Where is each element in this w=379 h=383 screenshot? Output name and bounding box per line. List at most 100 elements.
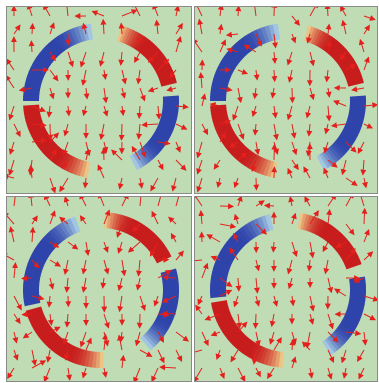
- field-arrow: [134, 331, 141, 347]
- ring-segment-bottom-right-piece: [348, 301, 365, 309]
- field-arrow: [81, 259, 88, 275]
- field-arrow: [79, 215, 87, 225]
- field-arrow: [254, 141, 261, 156]
- field-arrow: [291, 159, 299, 171]
- ring-segment-top-right-piece: [346, 76, 364, 85]
- ring-segment-bottom-left-piece: [33, 321, 50, 334]
- ring-segment-top-left-piece: [30, 63, 47, 75]
- field-arrow: [63, 6, 70, 17]
- field-arrow: [49, 22, 55, 35]
- ring-segment-bottom-left-piece: [51, 337, 65, 354]
- field-arrow: [225, 31, 239, 38]
- field-arrow: [327, 349, 335, 364]
- field-arrow: [137, 177, 144, 189]
- field-arrow: [323, 167, 329, 179]
- ring-segment-top-right-piece: [141, 41, 155, 57]
- field-arrow: [117, 334, 123, 351]
- ring-segment-bottom-left-piece: [87, 351, 94, 368]
- field-arrow: [100, 277, 107, 289]
- ring-segment-bottom-right-piece: [335, 137, 351, 151]
- field-arrow: [291, 15, 300, 26]
- field-arrow: [340, 349, 347, 364]
- field-arrow: [290, 123, 297, 139]
- ring-segment-top-left-piece: [264, 25, 274, 42]
- ring-segment-bottom-right-piece: [162, 285, 179, 290]
- ring-segment-top-left-piece: [226, 237, 242, 252]
- ring-segment-bottom-right-piece: [340, 131, 357, 143]
- field-arrow: [49, 241, 60, 248]
- field-arrow: [219, 39, 227, 53]
- ring-segment-bottom-right-piece: [149, 325, 166, 338]
- field-arrow: [195, 304, 203, 315]
- field-arrow: [226, 47, 239, 54]
- field-arrow: [168, 216, 177, 225]
- ring-segment-top-left-piece: [242, 224, 255, 240]
- field-arrow: [233, 295, 239, 308]
- field-arrow: [65, 105, 72, 117]
- field-arrow: [118, 123, 125, 141]
- field-arrow: [63, 259, 69, 276]
- field-arrow: [215, 349, 222, 360]
- field-arrow: [136, 33, 143, 45]
- field-arrow: [43, 367, 51, 382]
- ring-segment-top-left-piece: [73, 26, 84, 43]
- ring-segment-top-right-piece: [337, 243, 354, 256]
- ring-segment-top-right-piece: [117, 25, 126, 43]
- field-arrow: [139, 295, 146, 311]
- field-arrow: [117, 177, 124, 190]
- ring-segment-top-left-piece: [29, 255, 46, 267]
- field-arrow: [64, 277, 71, 293]
- field-arrow: [121, 9, 138, 17]
- field-arrow: [11, 262, 18, 279]
- field-arrow: [206, 234, 221, 243]
- panel-frame: [194, 6, 378, 194]
- field-arrow: [155, 105, 162, 120]
- ring-segment-bottom-right-piece: [341, 319, 357, 331]
- ring-segment-bottom-right-piece: [160, 302, 178, 311]
- field-arrow: [157, 349, 165, 364]
- field-arrow: [219, 119, 232, 126]
- ring-segment-top-right-piece: [160, 79, 177, 87]
- field-arrow: [13, 123, 21, 138]
- ring-segment-top-right-piece: [331, 234, 346, 248]
- field-arrow: [219, 131, 226, 143]
- field-arrow: [153, 295, 160, 307]
- ring-segment-top-left-piece: [23, 288, 40, 294]
- ring-segment-bottom-left-piece: [222, 134, 238, 148]
- ring-segment-top-left-piece: [66, 217, 78, 235]
- ring-segment-top-left-piece: [54, 35, 68, 52]
- field-arrow: [46, 295, 53, 308]
- ring-segment-bottom-left-piece: [247, 154, 260, 171]
- ring-segment-bottom-left-piece: [269, 350, 278, 367]
- field-arrow: [151, 367, 159, 382]
- field-arrow: [134, 51, 141, 64]
- ring-segment-bottom-left-piece: [25, 306, 43, 316]
- ring-segment-top-right-piece: [329, 231, 343, 247]
- ring-segment-bottom-left-piece: [241, 150, 254, 167]
- ring-segment-bottom-left-piece: [211, 110, 228, 119]
- field-arrow: [141, 121, 159, 128]
- field-arrow: [31, 137, 47, 144]
- field-arrow: [308, 313, 315, 325]
- ring-segment-top-left-piece: [272, 23, 281, 41]
- field-arrow: [80, 69, 87, 86]
- ring-segment-top-right-piece: [305, 215, 314, 232]
- ring-segment-bottom-left-piece: [258, 158, 269, 175]
- panel-bottom-left: [6, 196, 192, 382]
- ring-segment-top-right-piece: [319, 222, 331, 239]
- ring-segment-bottom-right-piece: [339, 321, 356, 334]
- field-arrow: [150, 177, 159, 192]
- ring-segment-top-left-piece: [48, 228, 63, 244]
- ring-segment-bottom-left-piece: [222, 323, 239, 337]
- ring-segment-top-right-piece: [154, 250, 171, 262]
- field-arrow: [341, 19, 347, 35]
- field-arrow: [175, 141, 181, 153]
- ring-segment-top-right-piece: [106, 212, 113, 229]
- field-arrow: [174, 6, 181, 17]
- field-arrow: [290, 33, 297, 44]
- field-arrow: [121, 196, 129, 207]
- vector-field-arrows: [6, 6, 189, 194]
- field-arrow: [157, 58, 170, 71]
- ring-segment-top-left-piece: [62, 219, 75, 237]
- field-arrow: [342, 367, 348, 379]
